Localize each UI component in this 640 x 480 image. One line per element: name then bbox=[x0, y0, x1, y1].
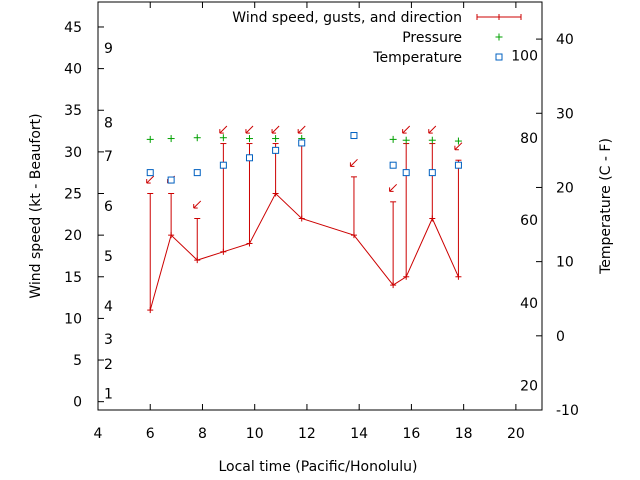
y2-tick-label: 40 bbox=[556, 32, 574, 48]
temperature-point bbox=[193, 169, 201, 177]
temperature-point bbox=[272, 146, 280, 154]
x-tick-label: 14 bbox=[350, 426, 368, 442]
x-tick-label: 10 bbox=[246, 426, 264, 442]
fahrenheit-label: 20 bbox=[520, 379, 538, 395]
y-tick-label: 35 bbox=[64, 103, 82, 119]
y2-tick-label: -10 bbox=[556, 403, 579, 419]
temperature-point bbox=[146, 169, 154, 177]
y-tick-label: 5 bbox=[73, 353, 82, 369]
plot-frame bbox=[97, 1, 543, 411]
pressure-point bbox=[402, 136, 410, 144]
x-tick-label: 16 bbox=[402, 426, 420, 442]
beaufort-label: 6 bbox=[104, 199, 113, 215]
y-axis-title: Wind speed (kt - Beaufort) bbox=[28, 113, 44, 298]
wind-direction-arrow bbox=[428, 125, 437, 134]
fahrenheit-label: 80 bbox=[520, 131, 538, 147]
wind-direction-shaft bbox=[245, 125, 254, 134]
x-tick-label: 6 bbox=[146, 426, 155, 442]
fahrenheit-label: 60 bbox=[520, 213, 538, 229]
y2-tick-label: 20 bbox=[556, 180, 574, 196]
y2-tick-label: 10 bbox=[556, 255, 574, 271]
beaufort-label: 1 bbox=[104, 386, 113, 402]
beaufort-label: 8 bbox=[104, 116, 113, 132]
wind-direction-arrow bbox=[219, 125, 228, 134]
wind-direction-shaft bbox=[193, 200, 202, 209]
temperature-point bbox=[167, 176, 175, 184]
x-tick-label: 4 bbox=[94, 426, 103, 442]
wind-direction-arrow bbox=[271, 125, 280, 134]
pressure-point bbox=[219, 134, 227, 142]
y-tick-label: 20 bbox=[64, 228, 82, 244]
pressure-point bbox=[454, 137, 462, 145]
wind-direction-arrow bbox=[297, 125, 306, 134]
wind-speed-line bbox=[149, 192, 459, 311]
beaufort-label: 7 bbox=[104, 149, 113, 165]
legend-label: Temperature bbox=[372, 50, 462, 66]
temperature-point bbox=[402, 169, 410, 177]
wind-direction-arrow bbox=[454, 142, 463, 151]
wind-direction-shaft bbox=[428, 125, 437, 134]
y2-tick-label: 0 bbox=[556, 329, 565, 345]
legend-label: Wind speed, gusts, and direction bbox=[232, 10, 462, 26]
temperature-point bbox=[245, 154, 253, 162]
beaufort-label: 9 bbox=[104, 41, 113, 57]
pressure-point bbox=[428, 136, 436, 144]
y2-axis-title: Temperature (C - F) bbox=[598, 138, 614, 275]
wind-direction-arrow bbox=[193, 200, 202, 209]
temperature-point bbox=[219, 161, 227, 169]
pressure-point bbox=[167, 135, 175, 143]
temperature-point bbox=[428, 169, 436, 177]
wind-direction-arrow bbox=[389, 183, 398, 192]
wind-direction-arrow bbox=[146, 175, 155, 184]
temperature-point bbox=[454, 161, 462, 169]
legend-swatch bbox=[495, 53, 503, 61]
beaufort-label: 2 bbox=[104, 357, 113, 373]
wind-direction-shaft bbox=[402, 125, 411, 134]
wind-direction-arrow bbox=[349, 158, 358, 167]
y-tick-label: 10 bbox=[64, 311, 82, 327]
fahrenheit-label: 40 bbox=[520, 296, 538, 312]
wind-direction-shaft bbox=[389, 183, 398, 192]
x-tick-label: 12 bbox=[298, 426, 316, 442]
y-tick-label: 40 bbox=[64, 62, 82, 78]
wind-direction-shaft bbox=[454, 142, 463, 151]
wind-direction-shaft bbox=[297, 125, 306, 134]
fahrenheit-label: 100 bbox=[511, 48, 538, 64]
x-axis-title: Local time (Pacific/Honolulu) bbox=[218, 459, 417, 475]
y-tick-label: 0 bbox=[73, 395, 82, 411]
y-tick-label: 30 bbox=[64, 145, 82, 161]
wind-direction-arrow bbox=[245, 125, 254, 134]
x-tick-label: 18 bbox=[455, 426, 473, 442]
x-tick-label: 8 bbox=[198, 426, 207, 442]
pressure-point bbox=[245, 135, 253, 143]
y-tick-label: 25 bbox=[64, 187, 82, 203]
beaufort-label: 3 bbox=[104, 332, 113, 348]
wind-direction-shaft bbox=[350, 158, 358, 167]
pressure-point bbox=[193, 134, 201, 142]
pressure-point bbox=[146, 135, 154, 143]
legend-label: Pressure bbox=[402, 30, 462, 46]
beaufort-label: 4 bbox=[104, 299, 113, 315]
wind-direction-shaft bbox=[146, 175, 155, 184]
temperature-point bbox=[298, 139, 306, 147]
pressure-point bbox=[272, 135, 280, 143]
beaufort-label: 5 bbox=[104, 249, 113, 265]
wind-direction-arrow bbox=[402, 125, 411, 134]
temperature-point bbox=[350, 132, 358, 140]
x-tick-label: 20 bbox=[507, 426, 525, 442]
pressure-point bbox=[389, 135, 397, 143]
wind-direction-shaft bbox=[219, 125, 228, 134]
y2-tick-label: 30 bbox=[556, 106, 574, 122]
temperature-point bbox=[389, 161, 397, 169]
y-tick-label: 15 bbox=[64, 270, 82, 286]
y-tick-label: 45 bbox=[64, 20, 82, 36]
wind-direction-shaft bbox=[271, 125, 280, 134]
